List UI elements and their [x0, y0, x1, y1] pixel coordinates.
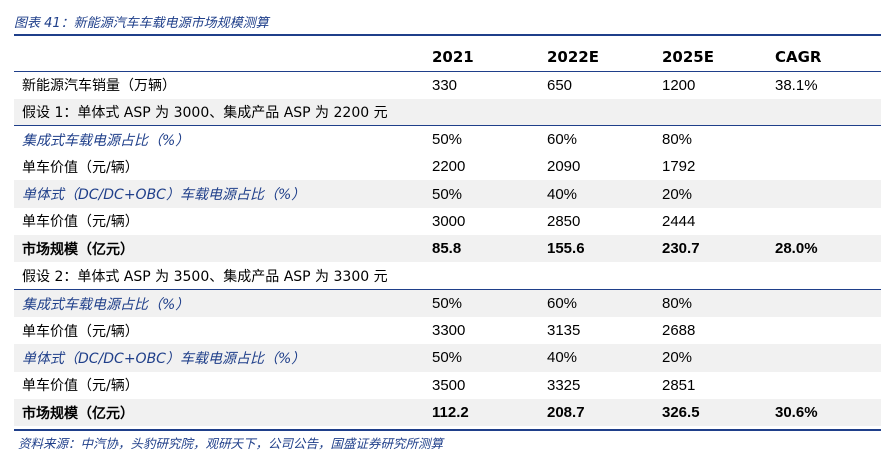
row-label: 集成式车载电源占比（%） — [14, 289, 420, 317]
cell-2021: 50% — [432, 131, 463, 149]
row-label: 单车价值（元/辆） — [22, 323, 139, 340]
cell-2022e: 650 — [547, 76, 573, 94]
cell-2025e: 1792 — [662, 158, 696, 176]
cell-2021: 50% — [420, 289, 535, 317]
cell-2021: 112.2 — [420, 398, 535, 427]
assumption-text: 假设 2：单体式 ASP 为 3500、集成产品 ASP 为 3300 元 — [14, 262, 881, 291]
cell-2021: 85.8 — [420, 235, 535, 263]
cell-2022e: 155.6 — [535, 235, 650, 263]
header-cell-2021: 2021 — [420, 44, 535, 72]
row-label: 新能源汽车销量（万辆） — [22, 78, 176, 95]
row-label: 集成式车载电源占比（%） — [22, 132, 190, 149]
table-row-sales: 新能源汽车销量（万辆） 330 650 1200 38.1% — [14, 71, 881, 98]
table-row-market-size: 市场规模（亿元） 112.2 208.7 326.5 30.6% — [14, 398, 881, 427]
cell-2022e: 40% — [535, 180, 650, 208]
cell-cagr — [763, 153, 881, 180]
header-cell-cagr: CAGR — [763, 44, 881, 72]
cell-2021: 50% — [420, 180, 535, 208]
row-label: 单车价值（元/辆） — [22, 214, 139, 231]
cell-2025e: 230.7 — [650, 235, 763, 263]
bottom-divider — [14, 429, 881, 431]
assumption-text: 假设 1：单体式 ASP 为 3000、集成产品 ASP 为 2200 元 — [14, 98, 881, 127]
cell-2022e: 2090 — [547, 158, 581, 176]
assumption-row-1: 假设 1：单体式 ASP 为 3000、集成产品 ASP 为 2200 元 — [14, 98, 881, 127]
cell-cagr — [763, 126, 881, 153]
cell-cagr — [763, 289, 881, 317]
cell-cagr: 30.6% — [763, 398, 881, 427]
table-row: 单体式（DC/DC+OBC）车载电源占比（%） 50% 40% 20% — [14, 180, 881, 208]
cell-2025e: 326.5 — [650, 398, 763, 427]
header-row: 2021 2022E 2025E CAGR — [14, 44, 881, 72]
row-label: 单车价值（元/辆） — [22, 159, 139, 176]
cell-cagr: 38.1% — [775, 76, 818, 94]
table-row: 单车价值（元/辆） 3300 3135 2688 — [14, 317, 881, 344]
source-note: 资料来源：中汽协，头豹研究院，观研天下，公司公告，国盛证券研究所测算 — [18, 436, 444, 451]
cell-2022e: 40% — [535, 344, 650, 372]
cell-2025e: 2444 — [662, 212, 696, 230]
cell-cagr — [763, 317, 881, 344]
cell-2025e: 2688 — [662, 322, 696, 340]
cell-2025e: 2851 — [662, 376, 696, 394]
cell-cagr — [763, 208, 881, 235]
cell-2021: 3500 — [432, 376, 466, 394]
row-label: 单体式（DC/DC+OBC）车载电源占比（%） — [14, 344, 420, 372]
cell-2022e: 60% — [547, 131, 578, 149]
cell-2022e: 60% — [535, 289, 650, 317]
figure-title: 图表 41：新能源汽车车载电源市场规模测算 — [14, 16, 269, 31]
table-row: 单车价值（元/辆） 3000 2850 2444 — [14, 208, 881, 235]
cell-cagr — [763, 344, 881, 372]
table-row: 单体式（DC/DC+OBC）车载电源占比（%） 50% 40% 20% — [14, 344, 881, 372]
cell-cagr — [763, 372, 881, 399]
cell-2021: 2200 — [432, 158, 466, 176]
cell-2025e: 20% — [650, 180, 763, 208]
cell-2021: 3000 — [432, 212, 466, 230]
row-label: 市场规模（亿元） — [14, 398, 420, 427]
assumption-row-2: 假设 2：单体式 ASP 为 3500、集成产品 ASP 为 3300 元 — [14, 262, 881, 291]
cell-2025e: 80% — [650, 289, 763, 317]
cell-2022e: 2850 — [547, 212, 581, 230]
title-divider — [14, 34, 881, 36]
cell-2022e: 3325 — [547, 376, 581, 394]
cell-2021: 3300 — [432, 322, 466, 340]
row-label: 单体式（DC/DC+OBC）车载电源占比（%） — [14, 180, 420, 208]
cell-2025e: 1200 — [662, 76, 696, 94]
cell-2022e: 3135 — [547, 322, 581, 340]
header-cell-label — [14, 44, 420, 72]
cell-2021: 50% — [420, 344, 535, 372]
cell-2025e: 80% — [662, 131, 693, 149]
cell-cagr: 28.0% — [763, 235, 881, 263]
table-row-market-size: 市场规模（亿元） 85.8 155.6 230.7 28.0% — [14, 235, 881, 263]
cell-cagr — [763, 180, 881, 208]
market-size-table: 2021 2022E 2025E CAGR 新能源汽车销量（万辆） 330 65… — [14, 44, 881, 427]
table-row: 单车价值（元/辆） 2200 2090 1792 — [14, 153, 881, 180]
table-row: 集成式车载电源占比（%） 50% 60% 80% — [14, 289, 881, 317]
table-row: 单车价值（元/辆） 3500 3325 2851 — [14, 372, 881, 399]
cell-2022e: 208.7 — [535, 398, 650, 427]
table-row: 集成式车载电源占比（%） 50% 60% 80% — [14, 126, 881, 153]
header-cell-2022e: 2022E — [535, 44, 650, 72]
cell-2025e: 20% — [650, 344, 763, 372]
row-label: 单车价值（元/辆） — [22, 378, 139, 395]
row-label: 市场规模（亿元） — [14, 235, 420, 263]
header-cell-2025e: 2025E — [650, 44, 763, 72]
cell-2021: 330 — [432, 76, 458, 94]
